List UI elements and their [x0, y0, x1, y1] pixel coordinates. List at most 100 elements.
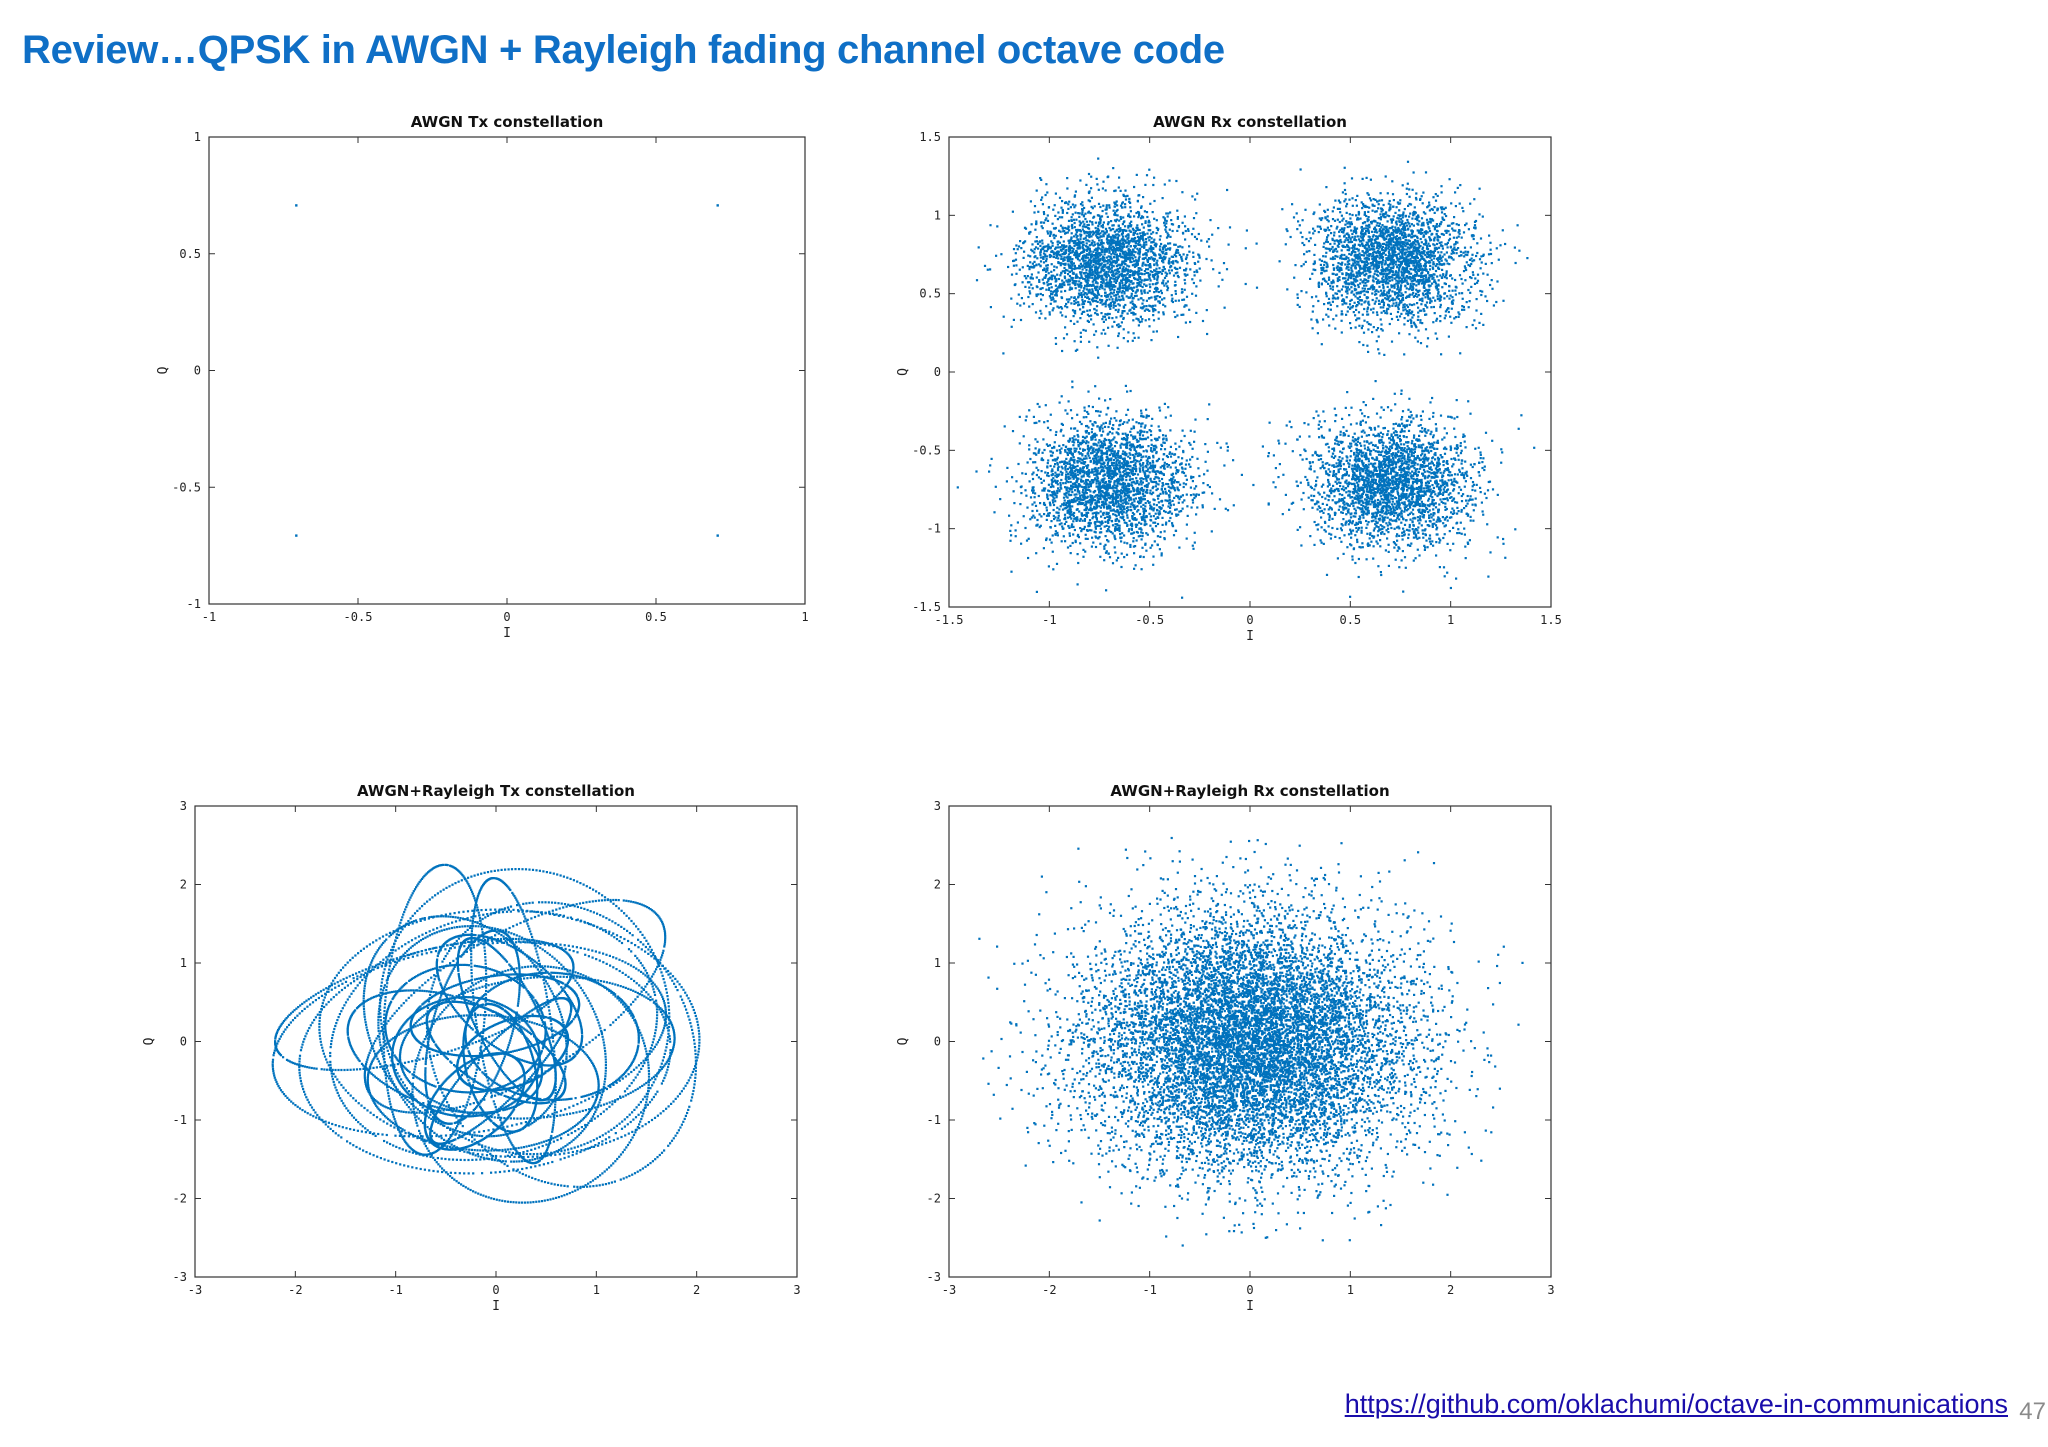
data-point [1144, 319, 1147, 322]
data-point [1135, 261, 1138, 264]
data-point [1433, 211, 1436, 214]
data-point [1053, 300, 1056, 303]
data-point [1361, 280, 1364, 283]
data-point [1111, 269, 1114, 272]
data-point [1060, 262, 1063, 265]
data-point [1374, 255, 1377, 258]
data-point [1379, 218, 1382, 221]
data-point [1452, 222, 1455, 225]
data-point [1092, 323, 1095, 326]
data-point [1384, 243, 1388, 246]
data-point [1116, 277, 1120, 280]
data-point [1123, 228, 1126, 232]
data-point [1071, 213, 1074, 216]
data-point [1381, 253, 1384, 256]
data-point [1419, 267, 1422, 270]
data-point [1424, 264, 1427, 267]
data-point [1033, 256, 1036, 259]
data-point [1401, 216, 1404, 219]
data-point [1123, 278, 1126, 281]
data-point [1152, 314, 1155, 317]
data-point [1146, 278, 1149, 281]
data-point [1140, 292, 1143, 295]
data-point [1370, 239, 1373, 243]
data-point [1150, 232, 1153, 235]
data-point [1407, 259, 1411, 262]
data-point [1061, 209, 1064, 212]
data-point [1416, 249, 1419, 252]
data-point [1103, 250, 1106, 254]
data-point [1370, 241, 1373, 245]
data-point [1127, 331, 1130, 334]
data-point [1158, 238, 1161, 241]
data-point [1167, 233, 1170, 237]
data-point [1464, 279, 1467, 282]
data-point [1155, 330, 1158, 333]
data-point [1087, 291, 1090, 294]
data-point [1031, 243, 1034, 246]
data-point [1076, 251, 1079, 254]
data-point [1381, 245, 1384, 249]
data-point [1378, 280, 1381, 283]
data-point [1104, 282, 1107, 285]
data-point [1355, 275, 1358, 278]
data-point [1158, 295, 1162, 299]
data-point [1415, 288, 1418, 291]
data-point [1105, 204, 1108, 207]
data-point [1079, 203, 1083, 206]
data-point [1396, 284, 1399, 287]
data-point [1448, 178, 1451, 181]
data-point [1100, 267, 1103, 270]
data-point [1080, 312, 1083, 315]
data-point [1133, 270, 1136, 273]
data-point [1104, 300, 1107, 303]
data-point [1378, 230, 1381, 233]
data-point [1065, 227, 1068, 230]
data-point [1406, 312, 1410, 315]
data-point [1157, 227, 1160, 230]
data-point [1063, 275, 1066, 278]
data-point [1386, 285, 1389, 288]
data-point [1102, 278, 1105, 282]
data-point [1047, 279, 1050, 282]
data-point [1400, 278, 1404, 281]
data-point [1379, 244, 1382, 247]
data-point [1392, 302, 1395, 305]
data-point [1390, 286, 1393, 289]
data-point [1110, 288, 1113, 291]
data-point [1085, 253, 1088, 256]
data-point [1427, 242, 1430, 245]
data-point [1372, 242, 1375, 245]
data-point [1367, 239, 1370, 242]
data-point [1116, 214, 1119, 217]
data-point [1035, 293, 1038, 296]
data-point [1445, 231, 1448, 234]
data-point [1040, 225, 1043, 228]
data-point [1153, 257, 1156, 260]
data-point [1162, 261, 1165, 264]
data-point [1099, 298, 1102, 301]
data-point [1394, 236, 1397, 239]
data-point [1375, 273, 1379, 276]
data-point [1489, 241, 1492, 244]
data-point [1136, 278, 1140, 281]
data-point [1073, 206, 1076, 209]
data-point [1425, 247, 1429, 250]
data-point [1380, 254, 1383, 257]
data-point [1404, 221, 1407, 225]
data-point [1380, 234, 1384, 237]
data-point [1390, 221, 1393, 224]
data-point [1044, 255, 1047, 258]
data-point [1360, 225, 1363, 229]
data-point [1479, 267, 1482, 270]
data-point [1056, 218, 1059, 221]
data-point [1107, 239, 1110, 242]
data-point [1383, 249, 1386, 252]
data-point [1345, 255, 1348, 258]
data-point [1363, 287, 1367, 290]
data-point [1039, 250, 1042, 253]
data-point [1124, 235, 1127, 238]
data-point [1148, 283, 1151, 286]
data-point [1076, 244, 1079, 247]
data-point [1152, 319, 1156, 322]
